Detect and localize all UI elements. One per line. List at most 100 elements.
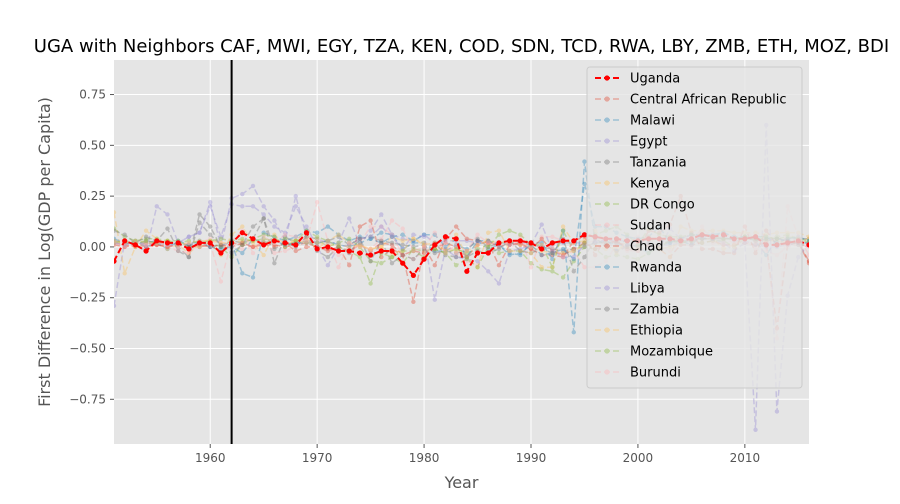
data-point [175,244,181,250]
data-point [464,254,470,260]
data-point [550,265,555,270]
data-point [453,246,459,252]
data-point [122,234,127,239]
data-point [240,240,245,246]
data-point [357,236,363,241]
data-point [464,248,470,254]
data-point [475,236,480,241]
data-point [250,244,256,250]
legend-item [595,264,619,270]
data-point [314,240,320,246]
data-point [122,238,128,244]
data-point [421,240,427,246]
data-point [347,238,352,244]
data-point [496,281,502,286]
data-point [464,248,470,254]
data-point [550,248,555,254]
data-point [560,238,566,244]
data-point [303,230,310,236]
data-point [550,250,555,256]
data-point [389,234,395,239]
data-point [357,244,363,250]
data-point [411,236,416,241]
data-point [496,228,502,233]
data-point [806,252,809,258]
data-point [507,248,512,254]
data-point [464,254,470,260]
data-point [357,250,363,256]
legend-label: Zambia [630,303,679,318]
legend-label: Egypt [630,135,668,150]
y-axis-label: First Difference in Log(GDP per Capita) [35,97,54,407]
data-point [806,238,809,244]
data-point [336,232,341,237]
data-point [550,244,555,250]
data-point [175,248,181,254]
data-point [368,258,373,264]
data-point [304,244,309,250]
data-point [411,248,416,254]
data-point [571,248,576,254]
legend-item [595,96,619,102]
data-point [218,246,224,252]
legend-item [595,75,619,81]
data-point [400,252,405,258]
data-point [314,236,320,241]
data-point [186,234,192,239]
data-point [421,242,427,248]
data-point [208,232,213,237]
data-point [261,232,266,237]
data-point [293,204,298,209]
data-point [421,248,427,254]
data-point [368,258,373,264]
y-tick-label: 0.25 [79,189,106,203]
data-point [539,246,545,252]
data-point [325,248,331,254]
data-point [165,212,170,217]
data-point [379,238,384,244]
data-point [421,232,427,237]
data-point [357,224,363,229]
data-point [528,244,534,250]
data-point [806,234,809,239]
data-point [240,246,245,252]
data-point [486,240,491,246]
data-point [197,230,202,235]
data-point [432,263,437,268]
data-point [453,263,459,268]
data-point [314,200,320,205]
data-point [325,238,331,244]
x-tick-label: 2010 [730,451,761,465]
data-point [475,263,480,268]
data-point [143,244,149,250]
legend-label: Sudan [630,219,671,234]
data-point [550,265,555,270]
data-point [368,246,373,252]
data-point [261,216,266,221]
data-point [518,242,523,248]
data-point [475,246,480,252]
legend-label: Ethiopia [630,324,683,339]
data-point [347,216,352,221]
data-point [507,242,512,248]
data-point [325,238,331,244]
data-point [282,240,288,246]
data-point [774,409,780,414]
data-point [560,275,566,280]
data-point [304,224,309,229]
legend-item [595,369,619,375]
data-point [453,254,459,260]
legend-box [586,66,803,389]
data-point [389,260,395,266]
data-point [240,271,245,276]
data-point [165,246,170,252]
data-point [293,242,299,248]
data-point [314,230,320,235]
data-point [261,216,266,221]
data-point [379,244,384,250]
legend-marker [604,180,610,186]
data-point [282,244,288,250]
data-point [368,218,373,223]
data-point [368,234,373,239]
data-point [335,248,342,254]
